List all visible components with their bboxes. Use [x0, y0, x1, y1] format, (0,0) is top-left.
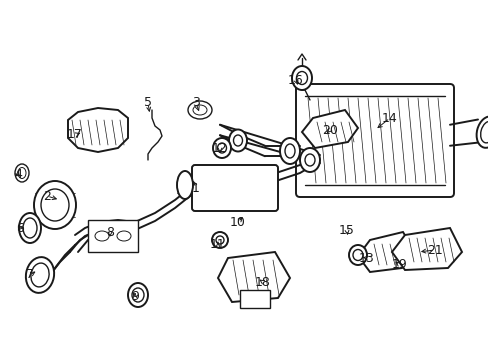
Polygon shape: [302, 110, 357, 148]
FancyBboxPatch shape: [192, 165, 278, 211]
Text: 7: 7: [26, 269, 34, 282]
Text: 6: 6: [16, 221, 24, 234]
Text: 9: 9: [131, 291, 139, 303]
Ellipse shape: [299, 148, 319, 172]
Text: 8: 8: [106, 225, 114, 238]
Text: 1: 1: [192, 181, 200, 194]
FancyBboxPatch shape: [295, 84, 453, 197]
Ellipse shape: [15, 164, 29, 182]
Ellipse shape: [228, 130, 246, 152]
Text: 20: 20: [322, 123, 337, 136]
Ellipse shape: [280, 138, 299, 164]
Text: 21: 21: [426, 243, 442, 256]
Polygon shape: [357, 232, 414, 272]
Polygon shape: [68, 108, 128, 152]
Text: 11: 11: [210, 238, 225, 252]
Text: 3: 3: [192, 96, 200, 109]
Ellipse shape: [187, 101, 212, 119]
Ellipse shape: [476, 116, 488, 148]
Text: 5: 5: [143, 96, 152, 109]
Ellipse shape: [213, 138, 230, 158]
Text: 13: 13: [358, 252, 374, 265]
Text: 2: 2: [43, 189, 51, 202]
Ellipse shape: [212, 232, 227, 248]
Text: 4: 4: [14, 167, 22, 180]
Ellipse shape: [34, 181, 76, 229]
Ellipse shape: [26, 257, 54, 293]
Polygon shape: [218, 252, 289, 302]
Text: 16: 16: [287, 73, 303, 86]
Ellipse shape: [19, 213, 41, 243]
Ellipse shape: [128, 283, 148, 307]
Bar: [88, 220, 138, 252]
Text: 10: 10: [229, 216, 245, 229]
Text: 14: 14: [381, 112, 397, 125]
Text: 19: 19: [391, 258, 407, 271]
Bar: [240, 290, 269, 308]
Text: 18: 18: [255, 275, 270, 288]
Ellipse shape: [177, 171, 193, 199]
Ellipse shape: [348, 245, 366, 265]
Ellipse shape: [291, 66, 311, 90]
Text: 17: 17: [67, 129, 83, 141]
Text: 12: 12: [212, 141, 227, 154]
Text: 15: 15: [338, 224, 354, 237]
Polygon shape: [391, 228, 461, 270]
